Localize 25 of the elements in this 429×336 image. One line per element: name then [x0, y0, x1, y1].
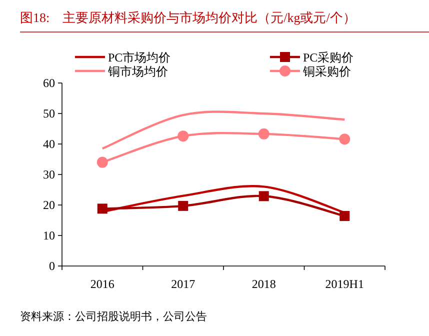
- y-tick-label: 40: [43, 137, 55, 151]
- y-tick-label: 50: [43, 106, 55, 120]
- x-tick-label: 2017: [171, 277, 196, 291]
- point: [178, 200, 188, 211]
- point: [178, 130, 189, 142]
- y-tick-label: 60: [43, 76, 55, 90]
- text: 资料来源：公司招股说明书，公司公告: [20, 310, 207, 323]
- point: [340, 210, 350, 221]
- point: [339, 134, 350, 145]
- legend-label: 铜采购价: [302, 64, 351, 78]
- x-tick-label: 2019H1: [325, 277, 364, 291]
- y-tick-label: 30: [43, 168, 55, 182]
- legend-label: PC采购价: [303, 50, 354, 64]
- y-tick-label: 0: [49, 259, 55, 273]
- y-tick-label: 20: [43, 198, 55, 212]
- legend-label: PC市场均价: [108, 50, 171, 64]
- legend-label: 铜市场均价: [107, 64, 168, 78]
- x-tick-label: 2016: [90, 277, 114, 291]
- point: [258, 128, 270, 140]
- point: [96, 156, 108, 168]
- chart-title: 图18: 主要原材料采购价与市场均价对比（元/kg或元/个）: [20, 10, 356, 25]
- x-tick-label: 2018: [252, 277, 276, 291]
- y-tick-label: 10: [43, 228, 55, 242]
- point: [258, 191, 269, 202]
- point: [97, 204, 108, 214]
